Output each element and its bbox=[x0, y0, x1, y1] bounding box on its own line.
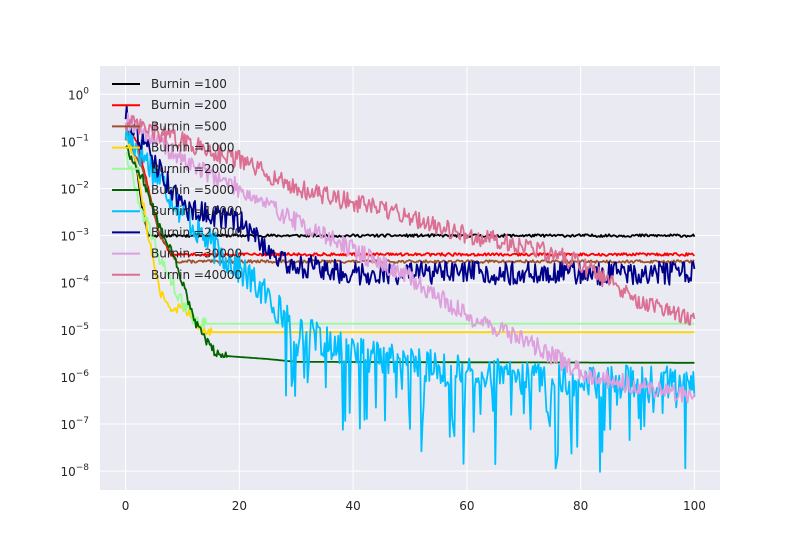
legend-label: Burnin =40000 bbox=[151, 268, 242, 282]
series-line bbox=[124, 112, 696, 404]
x-tick-label: 100 bbox=[683, 499, 706, 513]
y-tick-exponent: −8 bbox=[76, 463, 90, 473]
series-line bbox=[124, 122, 696, 473]
y-tick-label: 10−6 bbox=[60, 369, 89, 385]
y-tick-label: 10−5 bbox=[60, 322, 89, 338]
series-line bbox=[124, 115, 696, 326]
y-tick-exponent: −7 bbox=[76, 416, 89, 426]
legend: Burnin =100 Burnin =200 Burnin =500 Burnin … bbox=[112, 77, 242, 282]
legend-label: Burnin =1000 bbox=[151, 141, 235, 155]
y-tick-base: 10 bbox=[60, 324, 75, 338]
legend-label: Burnin =2000 bbox=[151, 162, 235, 176]
x-tick-label: 40 bbox=[345, 499, 360, 513]
x-axis: 0 20 40 60 80 100 bbox=[122, 499, 706, 513]
series-line bbox=[124, 151, 695, 329]
series-layer bbox=[124, 104, 696, 473]
x-tick-label: 80 bbox=[573, 499, 588, 513]
y-tick-base: 10 bbox=[68, 88, 83, 102]
y-tick-label: 10−1 bbox=[60, 133, 89, 149]
legend-label: Burnin =20000 bbox=[151, 225, 242, 239]
y-tick-exponent: −1 bbox=[76, 133, 89, 143]
y-tick-exponent: −5 bbox=[76, 322, 89, 332]
y-tick-exponent: −6 bbox=[76, 369, 90, 379]
y-tick-base: 10 bbox=[60, 135, 75, 149]
legend-label: Burnin =100 bbox=[151, 77, 227, 91]
x-tick-label: 0 bbox=[122, 499, 130, 513]
series-line bbox=[125, 133, 695, 337]
y-tick-exponent: −4 bbox=[76, 275, 90, 285]
legend-label: Burnin =10000 bbox=[151, 204, 242, 218]
y-tick-exponent: −2 bbox=[76, 180, 89, 190]
y-tick-label: 10−7 bbox=[60, 416, 89, 432]
y-tick-exponent: −3 bbox=[76, 228, 89, 238]
y-tick-base: 10 bbox=[60, 182, 75, 196]
legend-label: Burnin =30000 bbox=[151, 247, 242, 261]
legend-label: Burnin =5000 bbox=[151, 183, 235, 197]
y-tick-base: 10 bbox=[60, 371, 75, 385]
x-tick-label: 60 bbox=[459, 499, 474, 513]
x-tick-label: 20 bbox=[232, 499, 247, 513]
y-tick-label: 10−3 bbox=[60, 228, 89, 244]
y-tick-exponent: 0 bbox=[83, 86, 89, 96]
y-tick-base: 10 bbox=[60, 465, 75, 479]
y-tick-label: 10−2 bbox=[60, 180, 89, 196]
legend-label: Burnin =500 bbox=[151, 119, 227, 133]
y-tick-label: 10−8 bbox=[60, 463, 89, 479]
y-tick-base: 10 bbox=[60, 277, 75, 291]
legend-label: Burnin =200 bbox=[151, 98, 227, 112]
y-tick-base: 10 bbox=[60, 230, 75, 244]
series-line bbox=[124, 145, 695, 364]
y-tick-base: 10 bbox=[60, 418, 75, 432]
y-tick-label: 10−4 bbox=[60, 275, 89, 291]
series-line bbox=[125, 131, 696, 238]
y-tick-label: 100 bbox=[68, 86, 89, 102]
